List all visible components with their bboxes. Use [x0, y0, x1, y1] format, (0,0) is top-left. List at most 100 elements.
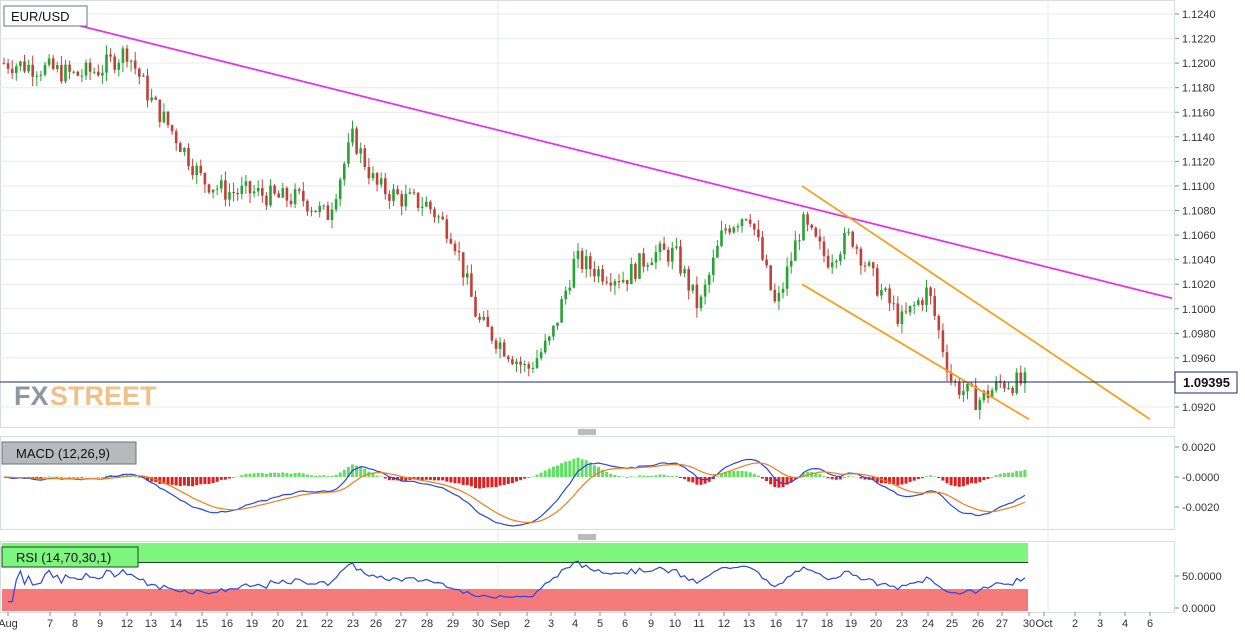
macd-histogram-bar — [273, 472, 277, 477]
macd-histogram-bar — [851, 476, 855, 478]
candle-body — [314, 210, 317, 212]
candle-body — [174, 131, 178, 144]
candle-body — [326, 205, 330, 220]
macd-histogram-bar — [892, 477, 896, 485]
price-panel[interactable] — [0, 0, 1175, 428]
price-tick-label: 1.1220 — [1182, 34, 1216, 46]
candle-body — [507, 356, 510, 360]
candle-body — [830, 262, 834, 268]
candle-body — [601, 269, 604, 282]
macd-histogram-bar — [383, 477, 387, 479]
candle-body — [630, 263, 633, 285]
candle-body — [306, 201, 309, 212]
rsi-label-box[interactable] — [1, 546, 139, 568]
candle-body — [179, 143, 182, 152]
candle-body — [798, 240, 801, 242]
candle-body — [543, 340, 547, 353]
macd-histogram-bar — [638, 475, 641, 477]
candle-body — [945, 352, 949, 373]
macd-label-box[interactable] — [1, 441, 137, 465]
candle-body — [900, 311, 904, 324]
candle-body — [769, 265, 772, 290]
candle-body — [215, 188, 219, 190]
price-tick-label: 1.1100 — [1182, 181, 1215, 193]
candle-body — [1015, 372, 1018, 394]
time-tick-label: 4 — [572, 618, 578, 630]
macd-histogram-bar — [781, 477, 785, 488]
candle-body — [183, 147, 186, 152]
macd-histogram-bar — [978, 477, 982, 483]
pane-resize-handle-2[interactable] — [578, 534, 596, 540]
candle-body — [1023, 372, 1027, 384]
candle-body — [97, 71, 100, 76]
candle-body — [68, 64, 71, 72]
macd-histogram-bar — [592, 465, 596, 477]
time-tick-label: 28 — [421, 618, 433, 630]
candle-body — [789, 260, 793, 267]
macd-histogram-bar — [346, 467, 350, 477]
candle-body — [252, 191, 256, 194]
price-tick-label: 1.1060 — [1182, 230, 1216, 242]
macd-histogram-bar — [990, 477, 994, 478]
candle-body — [453, 243, 457, 252]
candle-body — [757, 229, 760, 238]
macd-histogram-bar — [248, 473, 252, 477]
macd-histogram-bar — [240, 475, 244, 477]
macd-histogram-bar — [966, 477, 969, 485]
candle-body — [966, 383, 969, 392]
candle-body — [396, 189, 399, 195]
candle-body — [609, 282, 613, 286]
price-tick-label: 1.1180 — [1182, 83, 1215, 95]
candle-body — [839, 254, 842, 262]
price-axis: 1.1240 1.1220 1.1200 1.1180 1.1160 1.1140 1.11… — [1175, 9, 1216, 414]
macd-histogram-bar — [1011, 472, 1015, 477]
candle-body — [285, 188, 289, 201]
time-tick-label: 12 — [718, 618, 730, 630]
pane-resize-handle-1[interactable] — [578, 429, 596, 435]
macd-histogram-bar — [203, 477, 207, 485]
macd-histogram-bar — [728, 471, 732, 477]
macd-histogram-bar — [1007, 472, 1010, 477]
macd-histogram-bar — [843, 477, 846, 478]
macd-histogram-bar — [953, 477, 957, 487]
candle-body — [330, 209, 334, 220]
macd-histogram-bar — [945, 477, 949, 484]
candle-body — [699, 296, 703, 309]
trendlines — [7, 6, 1173, 421]
macd-histogram-bar — [633, 476, 637, 478]
time-tick-label: 16 — [221, 618, 233, 630]
macd-histogram-bar — [420, 477, 424, 481]
magenta-resistance-line — [7, 6, 1173, 300]
candle-body — [457, 251, 461, 253]
macd-histogram-bar — [96, 477, 100, 478]
instrument-label-box[interactable] — [3, 5, 88, 27]
time-tick-label: 16 — [770, 618, 782, 630]
macd-tick-label: -0.0020 — [1182, 502, 1219, 514]
macd-histogram-bar — [687, 477, 691, 482]
candle-body — [818, 236, 822, 242]
candle-body — [433, 209, 436, 218]
time-tick-label: 11 — [693, 618, 704, 630]
macd-histogram-bar — [814, 472, 818, 477]
candle-body — [888, 288, 891, 304]
candle-body — [707, 274, 711, 285]
macd-histogram-bar — [137, 477, 141, 478]
macd-histogram-bar — [683, 477, 687, 480]
macd-histogram-bar — [691, 477, 695, 483]
macd-histogram-bar — [933, 476, 937, 477]
candle-body — [937, 315, 941, 331]
macd-histogram-bar — [379, 476, 383, 478]
macd-histogram-bar — [461, 477, 465, 485]
candle-body — [781, 288, 785, 293]
candle-body — [23, 61, 26, 72]
macd-histogram-bar — [478, 477, 482, 489]
candle-body — [277, 193, 280, 198]
candle-body — [847, 231, 850, 233]
candle-body — [64, 64, 67, 82]
macd-histogram-bar — [871, 477, 875, 481]
macd-histogram-bar — [305, 474, 309, 477]
candle-body — [519, 361, 522, 365]
macd-histogram-bar — [150, 477, 154, 482]
time-tick-label: 19 — [845, 618, 857, 630]
